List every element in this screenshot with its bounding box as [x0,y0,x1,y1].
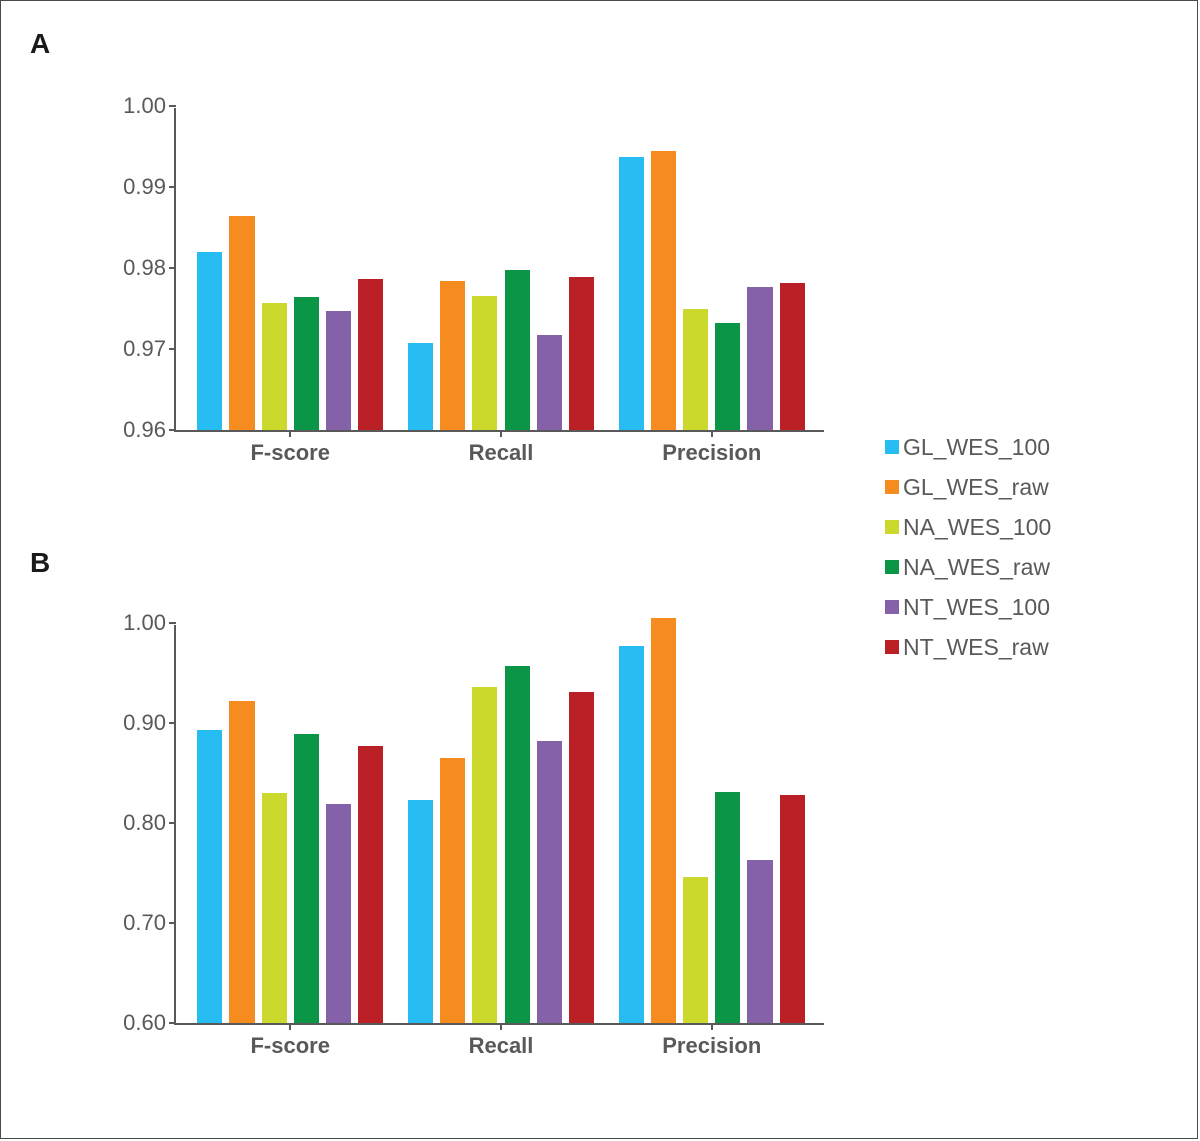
xtick-label: Precision [662,1023,761,1059]
bar-Precision-NT_WES_raw [780,795,805,1023]
ytick-label: 0.90 [123,710,176,736]
legend-item: GL_WES_raw [885,467,1051,507]
legend-label: GL_WES_raw [903,474,1049,501]
bar-F-score-GL_WES_raw [229,701,254,1023]
ytick-label: 1.00 [123,93,176,119]
bar-F-score-GL_WES_100 [197,252,222,430]
bar-Precision-NT_WES_100 [747,860,772,1023]
bar-Precision-NA_WES_100 [683,309,708,430]
bar-Precision-GL_WES_raw [651,618,676,1023]
bar-Recall-NA_WES_raw [505,666,530,1023]
bar-Precision-NA_WES_raw [715,323,740,430]
bar-Precision-NT_WES_raw [780,283,805,430]
ytick-label: 0.70 [123,910,176,936]
ytick-label: 0.99 [123,174,176,200]
bar-F-score-GL_WES_raw [229,216,254,430]
bar-F-score-NA_WES_100 [262,303,287,430]
bar-F-score-NT_WES_100 [326,804,351,1023]
plot-A: 0.960.970.980.991.00F-scoreRecallPrecisi… [174,108,824,432]
plot-B: 0.600.700.800.901.00F-scoreRecallPrecisi… [174,625,824,1025]
legend-item: NA_WES_100 [885,507,1051,547]
bar-Precision-NT_WES_100 [747,287,772,430]
bar-Precision-NA_WES_raw [715,792,740,1023]
ytick-label: 0.97 [123,336,176,362]
legend-item: NT_WES_raw [885,627,1051,667]
legend-swatch [885,600,899,614]
bar-Recall-GL_WES_raw [440,758,465,1023]
bar-Recall-NT_WES_100 [537,741,562,1023]
legend-swatch [885,520,899,534]
panel-label-B: B [30,547,50,579]
xtick-label: Recall [469,1023,534,1059]
legend-swatch [885,480,899,494]
bar-F-score-NT_WES_raw [358,279,383,430]
xtick-label: F-score [250,1023,329,1059]
legend-label: NA_WES_100 [903,514,1051,541]
legend: GL_WES_100 GL_WES_raw NA_WES_100 NA_WES_raw… [885,427,1051,667]
ytick-label: 0.98 [123,255,176,281]
bar-Recall-NA_WES_100 [472,687,497,1023]
bar-Precision-GL_WES_100 [619,157,644,430]
bar-Recall-NA_WES_100 [472,296,497,430]
bar-F-score-NA_WES_100 [262,793,287,1023]
bar-Recall-GL_WES_raw [440,281,465,430]
legend-item: NA_WES_raw [885,547,1051,587]
bar-F-score-NA_WES_raw [294,734,319,1023]
bar-Recall-GL_WES_100 [408,800,433,1023]
ytick-label: 0.80 [123,810,176,836]
ytick-label: 0.60 [123,1010,176,1036]
bar-Recall-NT_WES_raw [569,277,594,430]
bar-F-score-NT_WES_100 [326,311,351,430]
legend-label: NT_WES_100 [903,594,1050,621]
legend-item: GL_WES_100 [885,427,1051,467]
xtick-label: F-score [250,430,329,466]
legend-item: NT_WES_100 [885,587,1051,627]
bar-Precision-GL_WES_100 [619,646,644,1023]
bar-Precision-NA_WES_100 [683,877,708,1023]
xtick-label: Recall [469,430,534,466]
legend-label: NA_WES_raw [903,554,1050,581]
bar-Recall-NT_WES_raw [569,692,594,1023]
legend-label: GL_WES_100 [903,434,1050,461]
legend-swatch [885,640,899,654]
legend-swatch [885,560,899,574]
bar-Recall-NT_WES_100 [537,335,562,430]
panel-label-A: A [30,28,50,60]
ytick-label: 1.00 [123,610,176,636]
legend-label: NT_WES_raw [903,634,1049,661]
xtick-label: Precision [662,430,761,466]
bar-F-score-GL_WES_100 [197,730,222,1023]
bar-Recall-NA_WES_raw [505,270,530,430]
bar-F-score-NT_WES_raw [358,746,383,1023]
legend-swatch [885,440,899,454]
bar-Precision-GL_WES_raw [651,151,676,430]
bar-F-score-NA_WES_raw [294,297,319,430]
ytick-label: 0.96 [123,417,176,443]
bar-Recall-GL_WES_100 [408,343,433,430]
